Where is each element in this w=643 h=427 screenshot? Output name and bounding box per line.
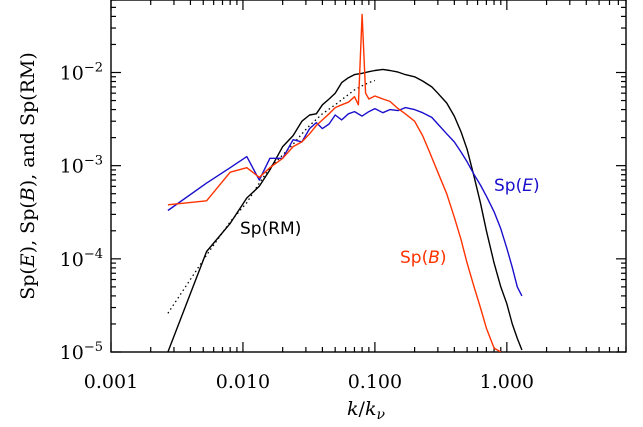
series-line-rm_dotted (167, 79, 376, 314)
y-tick-label: 10−4 (60, 247, 103, 271)
y-tick-label: 10−3 (60, 154, 103, 178)
y-tick-label: 10−5 (60, 340, 103, 364)
series-label-e: Sp(E) (494, 176, 540, 196)
series-label-b: Sp(B) (400, 248, 447, 268)
x-tick-label: 0.001 (84, 371, 138, 393)
series-line-e (167, 106, 523, 297)
series-line-rm (167, 68, 523, 352)
y-axis-ticks: 10−5 10−4 10−3 10−2 (60, 0, 626, 364)
x-tick-label: 1.000 (480, 371, 534, 393)
y-tick-label: 10−2 (60, 60, 103, 84)
x-tick-label: 0.100 (348, 371, 402, 393)
x-axis-ticks: 0.001 0.010 0.100 1.000 (84, 0, 627, 393)
y-axis-title: Sp(E), Sp(B), and Sp(RM) (17, 52, 39, 300)
series-layer (167, 13, 523, 352)
series-line-b (167, 13, 502, 352)
x-tick-label: 0.010 (216, 371, 270, 393)
x-axis-title: k/kν (347, 398, 385, 423)
series-label-rm: Sp(RM) (240, 219, 301, 239)
